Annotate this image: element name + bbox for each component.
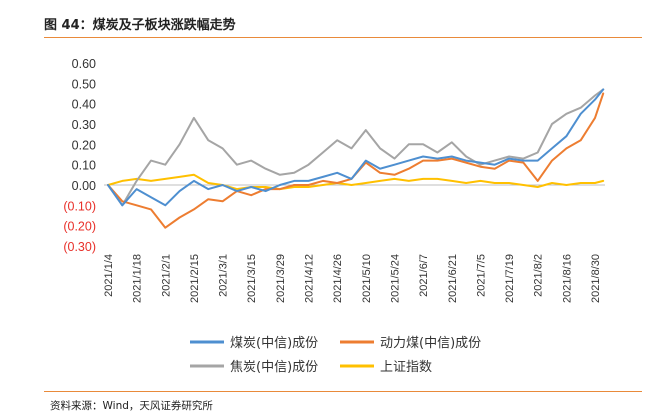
y-tick-label: 0.20 <box>72 138 96 152</box>
y-tick-label: (0.30) <box>63 240 96 254</box>
y-tick-label: 0.30 <box>72 118 96 132</box>
chart-series <box>107 88 605 229</box>
legend-label: 上证指数 <box>380 360 432 375</box>
x-tick-label: 2021/3/15 <box>246 254 258 303</box>
y-tick-label: (0.20) <box>63 220 96 234</box>
x-tick-label: 2021/3/29 <box>275 254 287 303</box>
line-chart: 0.60 0.50 0.40 0.30 0.20 0.10 0.00 (0.10) (0.20)… <box>63 57 605 375</box>
y-tick-label: 0.50 <box>72 77 96 91</box>
series-line-1 <box>107 88 605 207</box>
x-tick-label: 2021/7/19 <box>504 254 516 303</box>
x-tick-label: 2021/2/15 <box>189 254 201 303</box>
source-note: 资料来源：Wind，天风证券研究所 <box>50 400 213 412</box>
y-tick-label: 0.00 <box>72 179 96 193</box>
x-tick-label: 2021/8/30 <box>590 254 602 303</box>
x-tick-label: 2021/8/2 <box>533 254 545 297</box>
x-tick-label: 2021/4/12 <box>304 254 316 303</box>
bottom-rule <box>44 391 642 392</box>
x-tick-label: 2021/1/18 <box>132 254 144 303</box>
legend-label: 焦炭(中信)成份 <box>230 360 318 375</box>
x-tick-label: 2021/3/1 <box>218 254 230 297</box>
x-tick-labels: 2021/1/4 2021/1/18 2021/2/1 2021/2/15 2021/3… <box>103 254 602 303</box>
y-tick-label: (0.10) <box>63 199 96 213</box>
x-tick-label: 2021/6/21 <box>447 254 459 303</box>
series-line-4 <box>107 173 605 191</box>
figure-title: 图 44：煤炭及子板块涨跌幅走势 <box>44 18 236 33</box>
x-tick-label: 2021/5/24 <box>389 254 401 303</box>
y-tick-label: 0.40 <box>72 98 96 112</box>
x-tick-label: 2021/6/7 <box>418 254 430 297</box>
legend-label: 煤炭(中信)成份 <box>230 336 318 351</box>
x-tick-label: 2021/8/16 <box>561 254 573 303</box>
series-line-3 <box>107 88 605 207</box>
x-tick-label: 2021/2/1 <box>160 254 172 297</box>
x-tick-label: 2021/1/4 <box>103 254 115 297</box>
y-tick-label: 0.60 <box>72 57 96 71</box>
legend-label: 动力煤(中信)成份 <box>380 336 481 351</box>
x-tick-label: 2021/5/10 <box>361 254 373 303</box>
y-tick-labels: 0.60 0.50 0.40 0.30 0.20 0.10 0.00 (0.10) (0.20)… <box>63 57 96 254</box>
top-rule <box>44 37 642 38</box>
x-tick-label: 2021/7/5 <box>475 254 487 297</box>
y-tick-label: 0.10 <box>72 159 96 173</box>
x-tick-label: 2021/4/26 <box>332 254 344 303</box>
